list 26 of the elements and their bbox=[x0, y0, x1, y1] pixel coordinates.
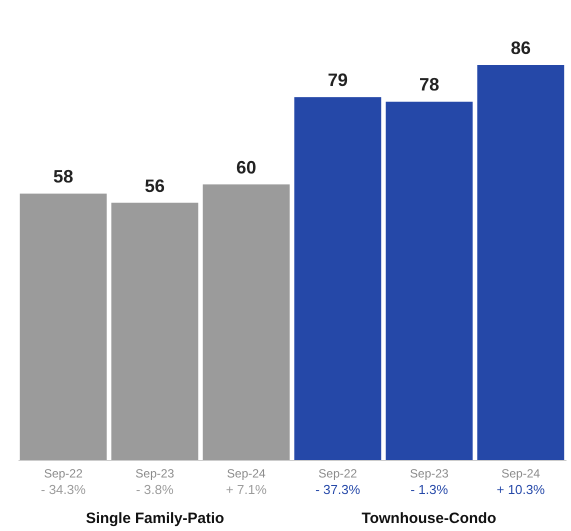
data-label: 56 bbox=[144, 176, 165, 196]
x-tick-label: Sep-22 bbox=[44, 466, 83, 480]
x-tick-label: Sep-23 bbox=[410, 466, 449, 480]
text: - 3.8% bbox=[136, 482, 174, 497]
x-tick-label: Sep-22 bbox=[318, 466, 358, 480]
x-tick-label: Sep-23 bbox=[135, 466, 174, 480]
bar bbox=[111, 202, 198, 460]
bar bbox=[294, 97, 382, 460]
bar bbox=[202, 184, 290, 460]
data-label: 79 bbox=[328, 70, 348, 90]
data-label: 86 bbox=[510, 38, 531, 58]
text: - 1.3% bbox=[410, 482, 448, 497]
text: + 7.1% bbox=[226, 482, 268, 497]
data-label: 78 bbox=[419, 74, 440, 95]
text: Single Family-Patio bbox=[86, 510, 224, 527]
data-label: 58 bbox=[53, 166, 74, 187]
data-label: 60 bbox=[236, 157, 256, 178]
bar bbox=[20, 194, 107, 460]
text: - 34.3% bbox=[40, 482, 86, 497]
text: + 10.3% bbox=[496, 482, 546, 497]
x-tick-label: Sep-24 bbox=[226, 466, 266, 480]
text: - 37.3% bbox=[315, 482, 361, 497]
text: Townhouse-Condo bbox=[362, 510, 496, 527]
bar bbox=[386, 102, 473, 460]
bar bbox=[477, 65, 564, 460]
x-tick-label: Sep-24 bbox=[501, 466, 540, 480]
